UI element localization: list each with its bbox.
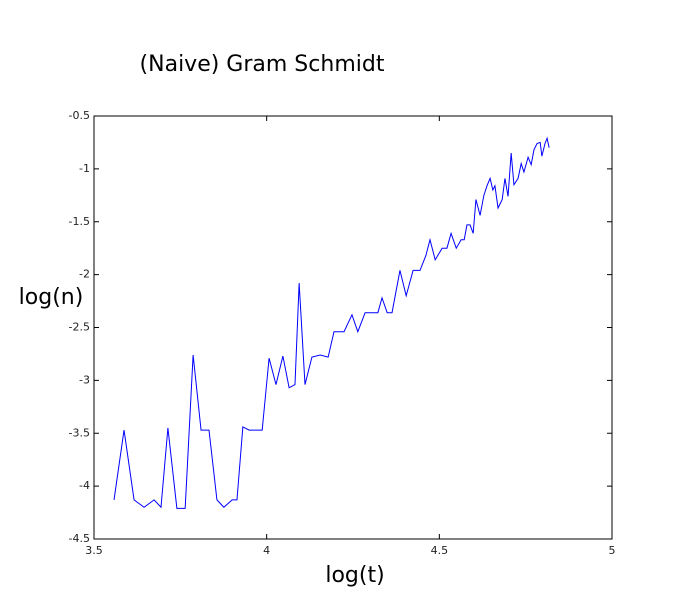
y-tick-label: -1.5 [69, 215, 90, 228]
x-tick-label: 4.5 [431, 544, 449, 557]
y-axis-label: log(n) [19, 285, 84, 310]
chart-title: (Naive) Gram Schmidt [140, 52, 385, 77]
y-tick-label: -3 [79, 373, 90, 386]
x-tick-label: 3.5 [85, 544, 103, 557]
y-tick-label: -0.5 [69, 109, 90, 122]
x-axis-label: log(t) [325, 563, 384, 588]
y-tick-label: -2.5 [69, 321, 90, 334]
y-tick-label: -2 [79, 268, 90, 281]
x-tick-label: 4 [263, 544, 270, 557]
y-tick-label: -4.5 [69, 532, 90, 545]
y-tick-label: -4 [79, 479, 90, 492]
y-tick-label: -3.5 [69, 426, 90, 439]
y-tick-label: -1 [79, 162, 90, 175]
data-line [113, 136, 550, 509]
axes-box [93, 115, 613, 540]
x-tick-label: 5 [609, 544, 616, 557]
